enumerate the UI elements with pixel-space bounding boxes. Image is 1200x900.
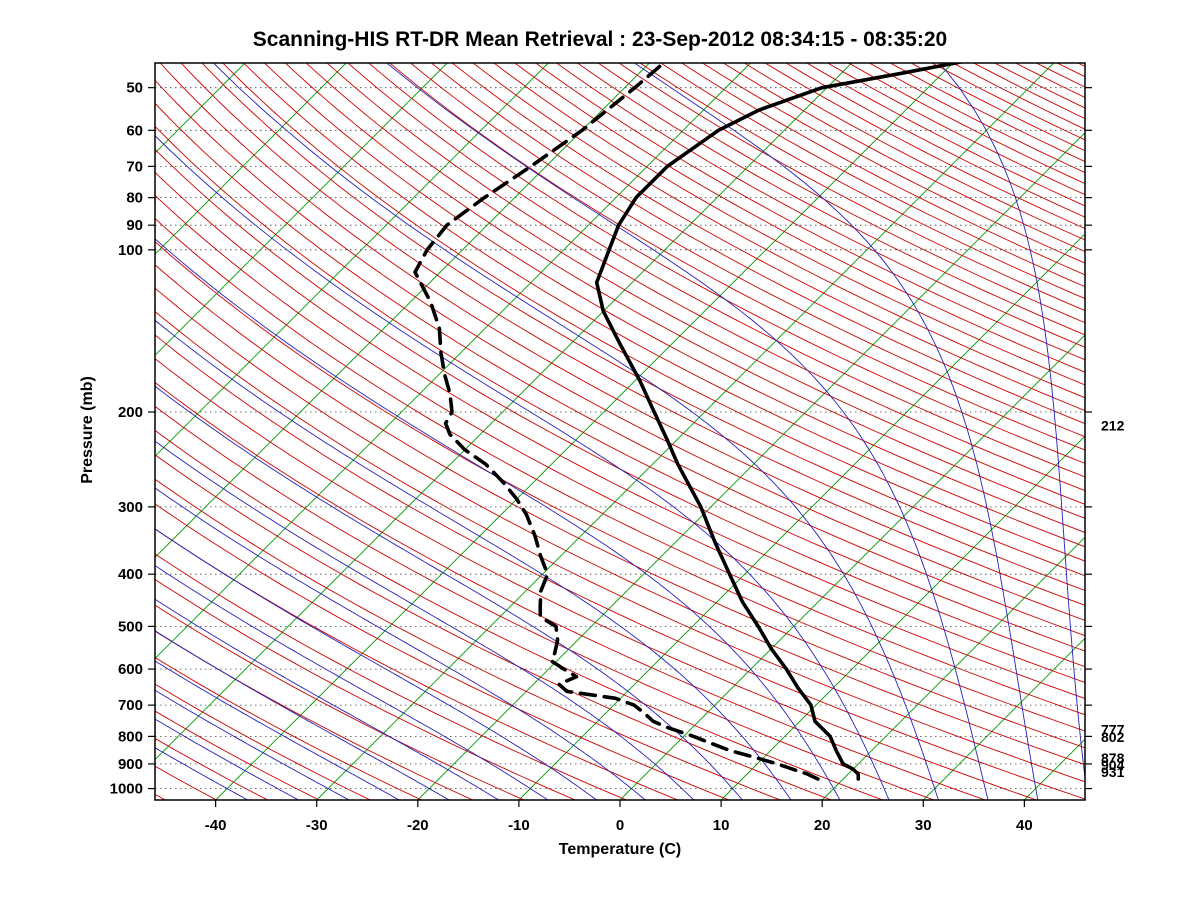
- pressure-tick-label: 300: [118, 499, 143, 516]
- dry-adiabat-lines: [155, 63, 1085, 800]
- right-pressure-label: 802: [1101, 729, 1125, 745]
- temperature-tick-label: 10: [713, 817, 730, 834]
- temperature-axis-label: Temperature (C): [558, 841, 682, 858]
- right-pressure-label: 878: [1101, 750, 1125, 766]
- right-pressure-label: 212: [1101, 418, 1125, 434]
- pressure-tick-label: 900: [118, 756, 143, 773]
- pressure-tick-label: 800: [118, 728, 143, 745]
- pressure-tick-label: 80: [126, 190, 143, 207]
- right-pressure-label: 931: [1101, 764, 1125, 780]
- sounding-curves: [413, 63, 966, 781]
- pressure-tick-label: 600: [118, 661, 143, 678]
- temperature-tick-label: 20: [814, 817, 831, 834]
- right-pressure-label: 777: [1101, 722, 1125, 738]
- temperature-curve: [594, 63, 966, 781]
- pressure-tick-label: 60: [126, 122, 143, 139]
- pressure-tick-label: 700: [118, 697, 143, 714]
- pressure-tick-label: 50: [126, 80, 143, 97]
- pressure-tick-label: 90: [126, 217, 143, 234]
- pressure-tick-label: 200: [118, 404, 143, 421]
- temperature-tick-label: 40: [1016, 817, 1033, 834]
- axis-ticks-and-labels: 5060708090100200300400500600700800900100…: [110, 80, 1092, 834]
- pressure-tick-label: 70: [126, 158, 143, 175]
- background-lines: [155, 63, 1085, 800]
- temperature-tick-label: -10: [508, 817, 530, 834]
- pressure-tick-label: 400: [118, 566, 143, 583]
- temperature-tick-label: -30: [306, 817, 328, 834]
- pressure-tick-label: 1000: [110, 781, 143, 798]
- pressure-tick-label: 100: [118, 242, 143, 259]
- isotherm-lines: [155, 63, 1085, 800]
- dewpoint-curve: [413, 63, 820, 781]
- chart-title: Scanning-HIS RT-DR Mean Retrieval : 23-S…: [252, 28, 948, 51]
- moist-adiabat-lines: [155, 63, 1085, 800]
- pressure-tick-label: 500: [118, 618, 143, 635]
- temperature-tick-label: 30: [915, 817, 932, 834]
- temperature-tick-label: 0: [616, 817, 624, 834]
- temperature-tick-label: -40: [205, 817, 227, 834]
- right-pressure-label: 904: [1101, 757, 1125, 773]
- temperature-tick-label: -20: [407, 817, 429, 834]
- plot-border: [154, 62, 1086, 801]
